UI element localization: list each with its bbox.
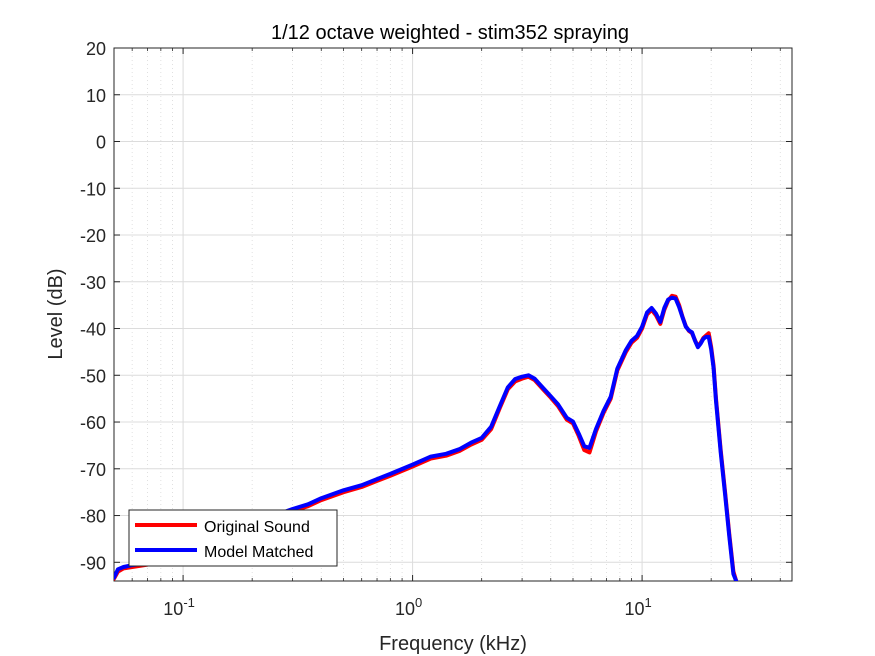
y-tick-label: -20 [80, 226, 106, 246]
y-tick-label: -50 [80, 366, 106, 386]
axis-ticks [113, 47, 792, 581]
y-axis-label: Level (dB) [45, 268, 67, 359]
y-tick-label: 0 [96, 133, 106, 153]
data-series [114, 293, 739, 581]
y-tick-label: -90 [80, 553, 106, 573]
y-tick-label: -60 [80, 413, 106, 433]
y-tick-label: 20 [86, 39, 106, 59]
legend-label-original-sound: Original Sound [204, 519, 310, 536]
chart-title: 1/12 octave weighted - stim352 spraying [271, 22, 629, 44]
axes-box [113, 47, 793, 582]
y-tick-label: 10 [86, 86, 106, 106]
y-tick-label: -30 [80, 273, 106, 293]
y-tick-label: -10 [80, 179, 106, 199]
x-axis-label: Frequency (kHz) [379, 633, 527, 655]
y-tick-labels: 20 10 0 -10 -20 -30 -40 -50 -60 -70 -80 -90 [80, 39, 106, 573]
legend-box [128, 509, 338, 567]
y-tick-label: -40 [80, 320, 106, 340]
y-tick-label: -70 [80, 460, 106, 480]
legend-label-model-matched: Model Matched [204, 544, 313, 561]
y-tick-label: -80 [80, 507, 106, 527]
series-line-model-matched [114, 295, 739, 581]
legend: Original Sound Model Matched [128, 509, 338, 567]
